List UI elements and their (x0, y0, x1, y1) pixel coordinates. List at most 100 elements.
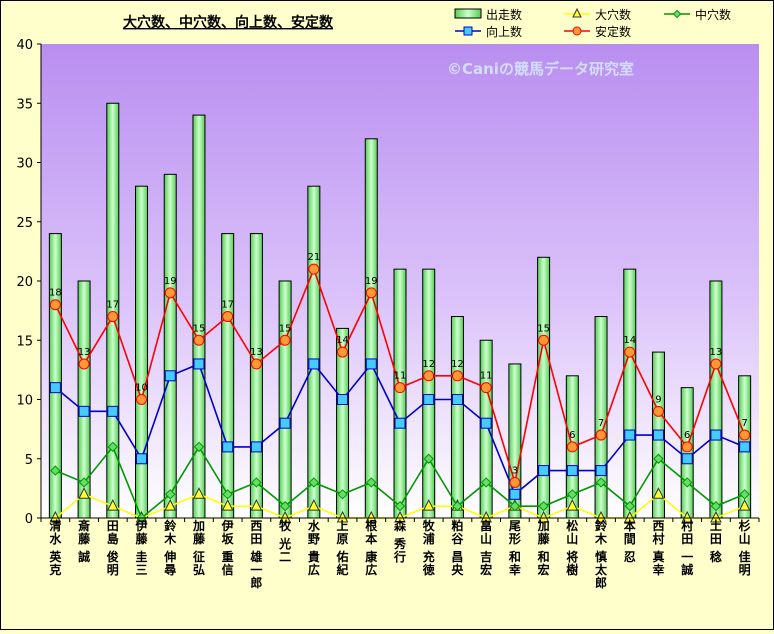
y-tick-label: 30 (16, 157, 33, 172)
x-tick-label: 松 (566, 518, 578, 533)
bar (393, 268, 407, 519)
series-point (595, 429, 607, 441)
legend-item: 中穴数 (664, 7, 731, 22)
series-point (538, 334, 550, 346)
series-point (681, 453, 693, 465)
data-label: 12 (451, 359, 464, 370)
x-tick-label: 伸 (163, 549, 176, 564)
data-label: 19 (164, 276, 177, 287)
legend-label: 安定数 (595, 24, 631, 39)
series-point (308, 499, 320, 511)
x-tick-label: 光 (278, 536, 291, 551)
data-label: 17 (106, 300, 119, 311)
x-tick-label: 森 (394, 518, 407, 533)
series-point (681, 510, 694, 523)
x-tick-label: 藤 (537, 531, 551, 546)
x-tick-label: 間 (624, 532, 636, 546)
series-point (365, 287, 377, 299)
y-tick-label: 10 (16, 394, 33, 409)
x-tick-label: 和 (508, 549, 521, 564)
series-point (624, 429, 636, 441)
x-tick-label: 郎 (595, 575, 607, 590)
bar (450, 316, 464, 519)
series-point (165, 489, 176, 500)
series-point (509, 488, 521, 500)
y-tick-label: 20 (16, 275, 33, 290)
series-point (365, 358, 377, 370)
x-tick-label: 水 (49, 531, 62, 546)
series-point (336, 510, 349, 523)
x-tick-label: 信 (222, 562, 234, 577)
x-tick-label: 山 (739, 531, 751, 546)
x-tick-label-group: 本間忍 (624, 518, 636, 564)
series-point (739, 429, 751, 441)
x-tick-label-group: 牧光二 (278, 518, 292, 564)
x-tick-label: 充 (423, 549, 435, 564)
x-tick-label: 昌 (451, 550, 463, 564)
legend-label: 大穴数 (595, 7, 631, 22)
data-label: 14 (623, 335, 636, 346)
data-label: 11 (394, 371, 407, 382)
legend-label: 中穴数 (695, 7, 731, 22)
x-tick-label-group: 斎藤誠 (77, 518, 91, 564)
series-point (78, 477, 90, 488)
x-tick-label: 一 (250, 563, 262, 577)
data-label: 18 (49, 288, 62, 299)
data-label: 6 (684, 430, 690, 441)
series-point (279, 334, 291, 346)
series-point (164, 370, 176, 382)
series-point (193, 334, 205, 346)
legend-marker (463, 26, 473, 36)
x-tick-label: 田 (681, 532, 693, 546)
x-tick-label: 宏 (480, 562, 492, 577)
x-tick-label: 杉 (739, 518, 751, 533)
x-tick-label: 二 (279, 550, 291, 564)
legend-item: 出走数 (454, 7, 522, 22)
bar (422, 268, 436, 519)
series-point (308, 263, 320, 275)
x-tick-label: 忍 (624, 550, 636, 564)
x-tick-label: 加 (537, 518, 550, 533)
data-label: 12 (422, 359, 435, 370)
series-point (480, 417, 492, 429)
series-point (50, 465, 61, 476)
series-point (365, 510, 378, 523)
x-tick-label: 伊 (221, 518, 234, 533)
x-tick-label: 加 (192, 518, 205, 533)
x-tick-label: 雄 (249, 549, 262, 564)
x-tick-label: 弘 (193, 563, 205, 577)
series-point (423, 394, 435, 405)
x-tick-label: 尋 (164, 563, 176, 577)
y-tick-label: 25 (16, 216, 33, 231)
series-point (193, 441, 205, 453)
series-point (710, 429, 722, 441)
series-point (250, 441, 262, 453)
series-point (251, 477, 262, 488)
x-tick-label: 佑 (336, 549, 349, 564)
bar (221, 233, 235, 519)
legend-swatch (454, 8, 482, 19)
series-point (222, 441, 234, 453)
series-point (221, 499, 234, 511)
series-point (366, 477, 377, 488)
legend-item: 安定数 (564, 24, 631, 39)
bar (479, 339, 493, 519)
series-point (78, 405, 90, 417)
series-point (222, 311, 234, 323)
x-tick-label: 伊 (135, 518, 148, 533)
data-label: 11 (480, 371, 493, 382)
series-point (394, 510, 406, 523)
x-tick-label: 佳 (739, 549, 751, 564)
series-point (106, 499, 119, 511)
x-tick-label: 一 (681, 550, 693, 564)
x-tick-label: 三 (136, 563, 148, 577)
series-point (279, 510, 291, 523)
